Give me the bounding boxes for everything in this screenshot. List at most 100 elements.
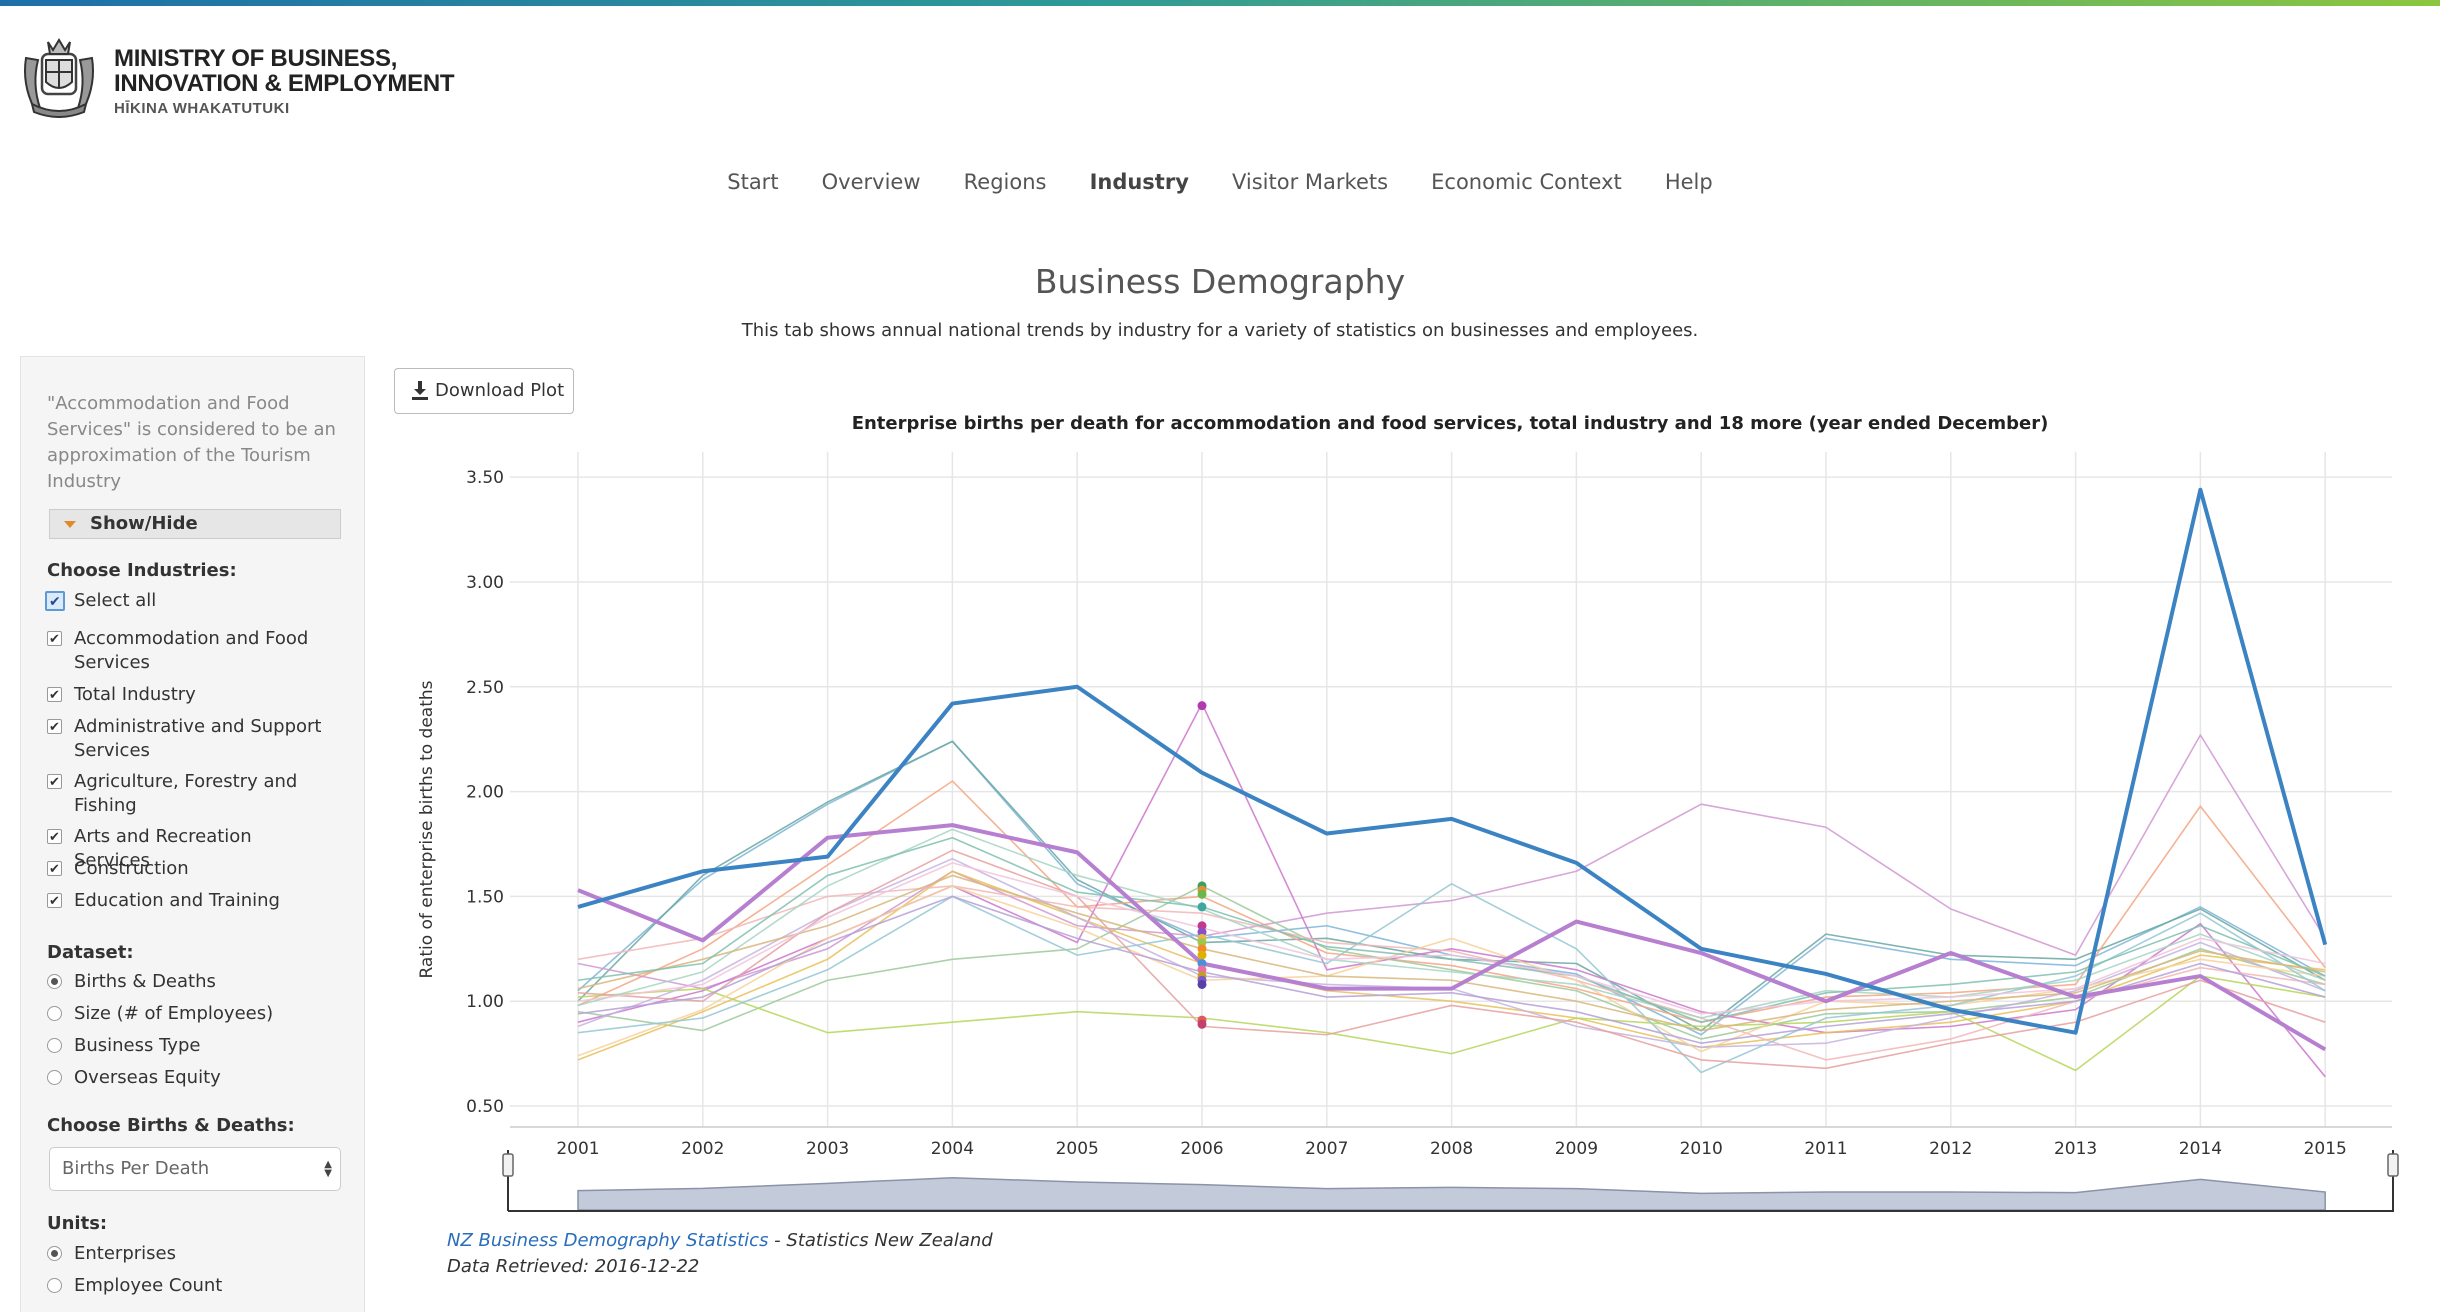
select-all-checkbox[interactable]: Select all bbox=[45, 589, 324, 614]
dataset-label: Dataset: bbox=[47, 942, 134, 963]
radio-icon[interactable] bbox=[47, 1278, 62, 1293]
x-tick-label: 2004 bbox=[931, 1139, 974, 1159]
nav-start[interactable]: Start bbox=[727, 170, 779, 194]
navigator-left-handle bbox=[502, 1153, 514, 1177]
series-line bbox=[577, 885, 2326, 1040]
page-title: Business Demography bbox=[1034, 262, 1406, 301]
y-tick-label: 2.00 bbox=[466, 783, 504, 803]
download-plot-label: Download Plot bbox=[435, 380, 565, 401]
series-line bbox=[577, 975, 2326, 1072]
x-tick-label: 2007 bbox=[1305, 1139, 1348, 1159]
logo-line-2: INNOVATION & EMPLOYMENT bbox=[114, 70, 455, 97]
x-tick-label: 2012 bbox=[1929, 1139, 1972, 1159]
industries-label: Choose Industries: bbox=[47, 560, 237, 581]
radio-icon[interactable] bbox=[47, 1246, 62, 1261]
industry-label: Administrative and Support Services bbox=[74, 716, 322, 761]
logo-line-3: HĪKINA WHAKATUTUKI bbox=[114, 100, 290, 117]
nav-regions[interactable]: Regions bbox=[963, 170, 1047, 194]
source-link[interactable]: NZ Business Demography Statistics bbox=[447, 1230, 769, 1251]
data-point-marker bbox=[1197, 938, 1207, 948]
units-radio-employee-count[interactable]: Employee Count bbox=[47, 1275, 222, 1296]
series-line bbox=[577, 895, 2326, 1044]
y-tick-label: 0.50 bbox=[466, 1097, 504, 1117]
data-point-marker bbox=[1197, 902, 1207, 912]
industry-checkbox-arts[interactable]: Arts and Recreation Services bbox=[47, 825, 324, 873]
dataset-radio-births-deaths[interactable]: Births & Deaths bbox=[47, 971, 216, 992]
nav-help[interactable]: Help bbox=[1664, 170, 1713, 194]
radio-icon[interactable] bbox=[47, 1006, 62, 1021]
radio-icon[interactable] bbox=[47, 1038, 62, 1053]
checkbox-icon[interactable] bbox=[47, 858, 62, 882]
x-tick-label: 2015 bbox=[2304, 1139, 2347, 1159]
industry-label: Arts and Recreation Services bbox=[74, 826, 252, 871]
series-line bbox=[577, 849, 2326, 1070]
show-hide-toggle[interactable]: Show/Hide bbox=[49, 509, 341, 539]
units-option-label: Employee Count bbox=[74, 1275, 223, 1296]
dataset-radio-overseas-equity[interactable]: Overseas Equity bbox=[47, 1067, 221, 1088]
industry-checkbox-construction[interactable]: Construction bbox=[47, 857, 324, 882]
x-tick-label: 2002 bbox=[681, 1139, 724, 1159]
select-value: Births Per Death bbox=[62, 1158, 210, 1179]
x-tick-label: 2011 bbox=[1804, 1139, 1847, 1159]
checkbox-icon[interactable] bbox=[45, 590, 65, 614]
checkbox-icon[interactable] bbox=[47, 716, 62, 740]
checkbox-icon[interactable] bbox=[47, 890, 62, 914]
industry-checkbox-accommodation[interactable]: Accommodation and Food Services bbox=[47, 627, 324, 675]
data-point-marker bbox=[1197, 979, 1207, 989]
industry-label: Accommodation and Food Services bbox=[74, 628, 309, 673]
units-label: Units: bbox=[47, 1213, 108, 1234]
x-tick-label: 2005 bbox=[1056, 1139, 1099, 1159]
checkbox-icon[interactable] bbox=[47, 628, 62, 652]
series-line bbox=[577, 734, 2326, 990]
checkbox-icon[interactable] bbox=[47, 771, 62, 795]
dataset-radio-size[interactable]: Size (# of Employees) bbox=[47, 1003, 273, 1024]
data-point-marker bbox=[1197, 921, 1207, 931]
births-deaths-select[interactable]: Births Per Death ▲ ▼ bbox=[49, 1147, 341, 1191]
coat-of-arms-icon bbox=[24, 38, 94, 118]
nav-overview[interactable]: Overview bbox=[821, 170, 921, 194]
industry-checkbox-agriculture[interactable]: Agriculture, Forestry and Fishing bbox=[47, 770, 324, 818]
x-tick-label: 2001 bbox=[556, 1139, 599, 1159]
y-tick-label: 1.50 bbox=[466, 887, 504, 907]
series-line bbox=[577, 836, 2326, 1023]
nav-industry[interactable]: Industry bbox=[1089, 170, 1189, 194]
y-axis-label: Ratio of enterprise births to deaths bbox=[417, 680, 437, 978]
y-tick-label: 2.50 bbox=[466, 678, 504, 698]
births-deaths-label: Choose Births & Deaths: bbox=[47, 1115, 295, 1136]
y-tick-label: 1.00 bbox=[466, 992, 504, 1012]
checkbox-icon[interactable] bbox=[47, 684, 62, 708]
units-option-label: Enterprises bbox=[74, 1243, 176, 1264]
data-point-marker bbox=[1197, 927, 1207, 937]
industry-checkbox-education[interactable]: Education and Training bbox=[47, 889, 324, 914]
main-nav: Start Overview Regions Industry Visitor … bbox=[0, 170, 2440, 194]
checkbox-icon[interactable] bbox=[47, 826, 62, 850]
source-org: - Statistics New Zealand bbox=[768, 1230, 993, 1251]
x-tick-label: 2003 bbox=[806, 1139, 849, 1159]
radio-icon[interactable] bbox=[47, 974, 62, 989]
radio-icon[interactable] bbox=[47, 1070, 62, 1085]
nav-economic-context[interactable]: Economic Context bbox=[1431, 170, 1622, 194]
industry-checkbox-administrative[interactable]: Administrative and Support Services bbox=[47, 715, 324, 763]
select-arrows-icon: ▲ ▼ bbox=[324, 1159, 332, 1179]
sidebar-panel: "Accommodation and Food Services" is con… bbox=[20, 356, 365, 1312]
births-per-death-chart: Enterprise births per death for accommod… bbox=[417, 413, 2399, 1212]
chart-title: Enterprise births per death for accommod… bbox=[852, 413, 2049, 434]
mbie-logo[interactable]: MINISTRY OF BUSINESS, INNOVATION & EMPLO… bbox=[18, 38, 455, 118]
tourism-note: "Accommodation and Food Services" is con… bbox=[47, 393, 336, 492]
page-subtitle: This tab shows annual national trends by… bbox=[741, 320, 1699, 341]
industry-label: Education and Training bbox=[74, 890, 280, 911]
download-plot-button[interactable]: Download Plot bbox=[394, 368, 574, 414]
industry-checkbox-total[interactable]: Total Industry bbox=[47, 683, 324, 708]
nav-visitor-markets[interactable]: Visitor Markets bbox=[1232, 170, 1389, 194]
x-tick-label: 2010 bbox=[1680, 1139, 1723, 1159]
data-point-marker bbox=[1197, 950, 1207, 960]
units-radio-enterprises[interactable]: Enterprises bbox=[47, 1243, 176, 1264]
data-point-marker bbox=[1197, 944, 1207, 954]
data-point-marker bbox=[1197, 958, 1207, 968]
data-point-marker bbox=[1197, 965, 1207, 975]
dataset-option-label: Size (# of Employees) bbox=[74, 1003, 274, 1024]
dataset-radio-business-type[interactable]: Business Type bbox=[47, 1035, 200, 1056]
caret-down-icon bbox=[64, 521, 76, 528]
dataset-option-label: Overseas Equity bbox=[74, 1067, 221, 1088]
series-line bbox=[577, 487, 2328, 1035]
